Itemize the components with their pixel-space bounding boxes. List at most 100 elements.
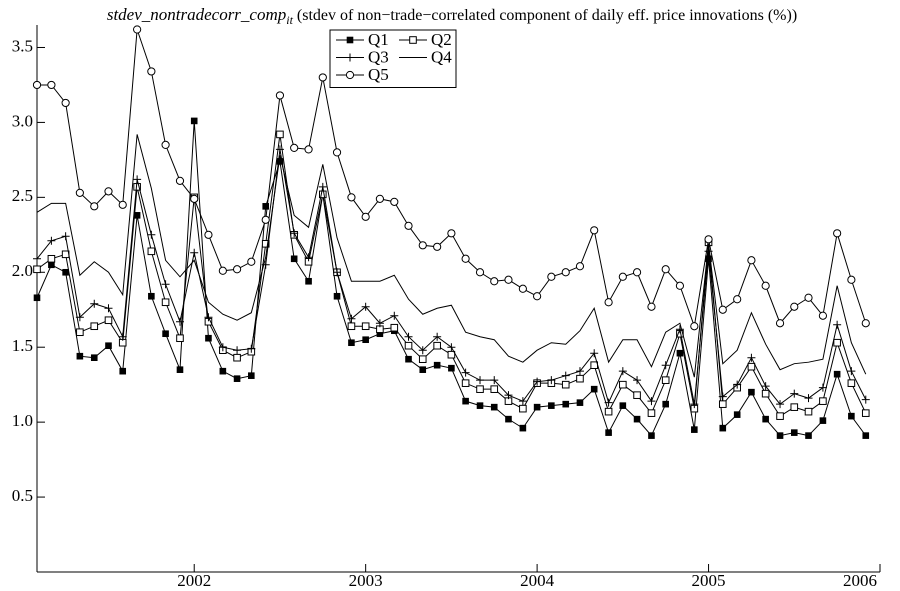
marker [533, 403, 541, 411]
marker [490, 376, 499, 385]
marker [519, 424, 527, 432]
marker [590, 349, 599, 358]
marker [719, 424, 727, 432]
marker [647, 397, 656, 406]
marker [533, 292, 542, 301]
marker [747, 353, 756, 362]
chart-title: stdev_nontradecorr_compit (stdev of non−t… [107, 5, 797, 27]
marker [147, 67, 156, 76]
marker [462, 397, 469, 405]
marker [633, 415, 641, 423]
marker [675, 281, 685, 290]
marker [190, 248, 199, 257]
marker [605, 429, 612, 436]
y-tick-label: 0.5 [12, 486, 33, 505]
marker [676, 349, 684, 357]
marker [590, 385, 598, 393]
marker [504, 391, 513, 400]
marker [575, 367, 584, 376]
marker [405, 355, 412, 363]
marker [33, 294, 41, 302]
marker [461, 379, 470, 387]
marker [62, 268, 69, 276]
marker [75, 313, 84, 322]
marker [333, 268, 342, 277]
marker [218, 343, 227, 352]
marker [161, 298, 170, 307]
marker [461, 254, 470, 263]
marker [561, 371, 570, 380]
marker [476, 376, 485, 385]
marker [276, 158, 284, 165]
marker [675, 325, 684, 334]
marker [819, 417, 827, 424]
marker [733, 380, 742, 389]
marker [90, 202, 99, 211]
marker [576, 399, 584, 406]
marker [333, 292, 341, 300]
marker [447, 229, 456, 238]
marker [348, 339, 355, 347]
marker [447, 343, 456, 352]
marker [390, 323, 399, 332]
marker [690, 322, 699, 331]
marker [47, 254, 56, 263]
marker [332, 148, 342, 157]
marker [461, 368, 470, 377]
marker [375, 319, 384, 328]
marker [361, 322, 370, 331]
marker [176, 334, 184, 343]
marker [562, 400, 570, 408]
marker [418, 241, 427, 250]
marker [190, 117, 198, 125]
marker [775, 319, 785, 328]
marker [604, 398, 613, 407]
legend-label: Q5 [368, 65, 389, 84]
marker [290, 143, 299, 152]
marker [275, 145, 284, 154]
marker [818, 383, 827, 392]
marker [861, 395, 870, 404]
marker [318, 182, 327, 191]
marker [661, 361, 670, 370]
marker [61, 232, 70, 241]
marker [748, 388, 755, 396]
marker [33, 265, 41, 274]
legend-marker [346, 36, 354, 44]
y-tick-label: 1.5 [12, 336, 33, 355]
marker [833, 338, 841, 347]
marker [90, 299, 99, 308]
marker [48, 261, 55, 269]
marker [847, 379, 856, 387]
marker [618, 367, 627, 376]
marker [375, 194, 384, 203]
legend-label: Q1 [368, 30, 389, 49]
series-q4 [36, 134, 867, 378]
marker [590, 226, 599, 235]
marker [118, 332, 127, 341]
marker [862, 432, 870, 439]
marker [490, 277, 499, 286]
series-line [36, 134, 867, 417]
marker [518, 284, 527, 293]
marker [90, 354, 98, 361]
legend-label: Q4 [431, 47, 452, 66]
marker [161, 280, 170, 289]
marker [261, 260, 270, 269]
marker [304, 253, 313, 262]
marker [205, 334, 212, 342]
marker [133, 212, 141, 219]
marker [390, 197, 399, 206]
marker [190, 194, 199, 203]
marker [761, 382, 770, 391]
marker [790, 429, 798, 436]
marker [547, 376, 556, 385]
marker [704, 235, 713, 244]
marker [133, 175, 142, 184]
marker [633, 391, 641, 399]
marker [418, 346, 427, 355]
marker [576, 374, 584, 383]
legend-label: Q3 [368, 47, 389, 66]
marker [690, 400, 699, 409]
series-line [36, 134, 867, 378]
